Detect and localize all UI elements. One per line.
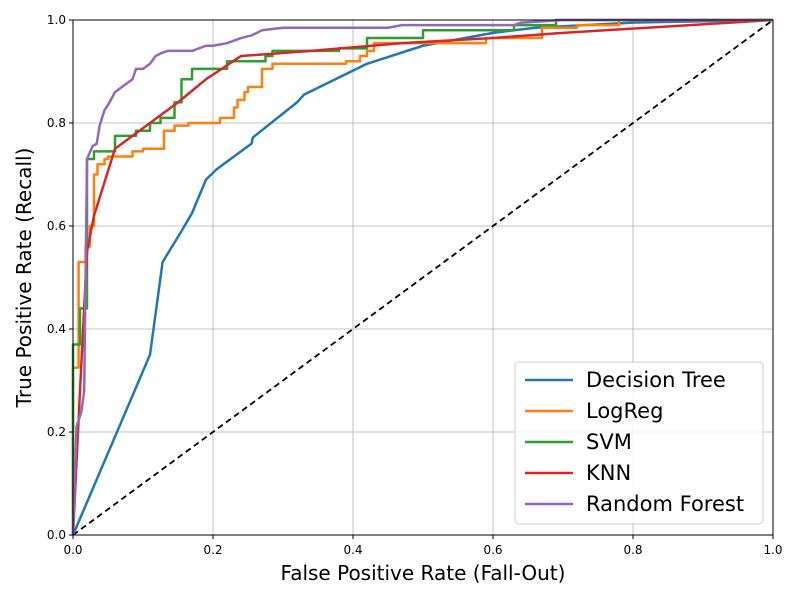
legend-box (514, 361, 764, 525)
y-tick-label: 0.2 (47, 425, 66, 439)
series-line-knn (71, 18, 774, 536)
x-tick-label: 0.4 (343, 543, 362, 557)
reference-layer (72, 19, 774, 536)
y-tick-label: 0.8 (47, 116, 66, 130)
plot-frame (72, 19, 774, 536)
y-tick-label: 1.0 (47, 13, 66, 27)
legend-label-knn: KNN (586, 461, 631, 485)
y-tick-label: 0.0 (47, 528, 66, 542)
grid-layer (72, 19, 774, 536)
x-tick-label: 0.2 (203, 543, 222, 557)
series-layer (71, 18, 774, 536)
y-axis-label: True Positive Rate (Recall) (12, 148, 36, 409)
reference-diagonal-line (72, 19, 774, 536)
y-tick-label: 0.4 (47, 322, 66, 336)
legend-label-logreg: LogReg (586, 399, 663, 423)
x-axis-label: False Positive Rate (Fall-Out) (281, 561, 566, 585)
legend: Decision Tree LogReg SVM KNN Random Forest (514, 361, 764, 525)
x-tick-label: 0.6 (483, 543, 502, 557)
tick-layer: 0.0 0.2 0.4 0.6 0.8 1.0 0.0 0.2 0.4 0.6 0.8 1.0 (47, 13, 783, 557)
x-tick-label: 0.8 (623, 543, 642, 557)
legend-label-random-forest: Random Forest (586, 492, 744, 516)
y-tick-label: 0.6 (47, 219, 66, 233)
series-line-svm (71, 18, 773, 535)
legend-label-decision-tree: Decision Tree (586, 368, 726, 392)
x-tick-label: 1.0 (763, 543, 782, 557)
legend-label-svm: SVM (586, 430, 632, 454)
x-tick-label: 0.0 (63, 543, 82, 557)
series-line-random-forest (71, 18, 773, 536)
